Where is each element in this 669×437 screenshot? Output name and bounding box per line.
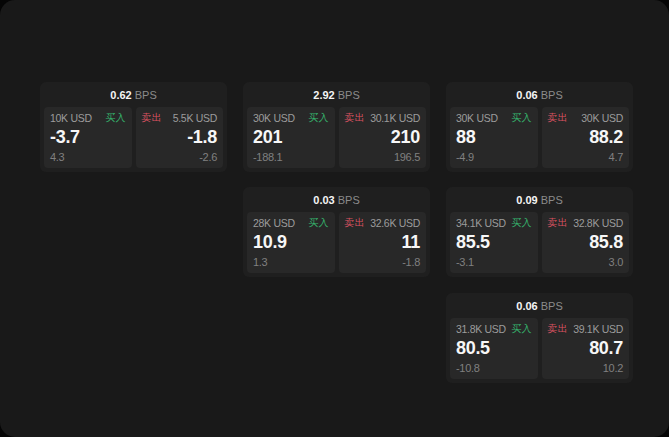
sell-action-label: 卖出 <box>548 112 568 124</box>
sell-size-label: 32.6K USD <box>370 217 420 229</box>
sell-delta: 10.2 <box>548 362 624 374</box>
sell-delta: 196.5 <box>345 151 421 163</box>
buy-panel[interactable]: 34.1K USD 买入 85.5 -3.1 <box>450 212 538 273</box>
app-background: 0.62 BPS 10K USD 买入 -3.7 4.3 卖出 5.5K USD… <box>0 0 669 437</box>
buy-panel[interactable]: 10K USD 买入 -3.7 4.3 <box>44 107 132 168</box>
sell-size-label: 30.1K USD <box>370 112 420 124</box>
sell-panel[interactable]: 卖出 30.1K USD 210 196.5 <box>339 107 427 168</box>
buy-size-label: 28K USD <box>253 217 295 229</box>
bps-unit-label: BPS <box>338 89 360 101</box>
buy-action-label: 买入 <box>512 217 532 229</box>
sell-size-label: 30K USD <box>581 112 623 124</box>
quote-panels: 28K USD 买入 10.9 1.3 卖出 32.6K USD 11 -1.8 <box>247 212 426 273</box>
sell-delta: 3.0 <box>548 256 624 268</box>
bps-unit-label: BPS <box>541 194 563 206</box>
buy-action-label: 买入 <box>512 112 532 124</box>
sell-panel[interactable]: 卖出 30K USD 88.2 4.7 <box>542 107 630 168</box>
buy-panel[interactable]: 31.8K USD 买入 80.5 -10.8 <box>450 318 538 379</box>
card-header: 0.09 BPS <box>446 187 633 212</box>
quote-card: 0.06 BPS 31.8K USD 买入 80.5 -10.8 卖出 39.1… <box>446 293 633 383</box>
buy-panel[interactable]: 28K USD 买入 10.9 1.3 <box>247 212 335 273</box>
sell-size-label: 5.5K USD <box>173 112 217 124</box>
sell-panel[interactable]: 卖出 32.8K USD 85.8 3.0 <box>542 212 630 273</box>
bps-value: 0.09 <box>516 194 537 206</box>
bps-value: 0.62 <box>110 89 131 101</box>
sell-panel[interactable]: 卖出 32.6K USD 11 -1.8 <box>339 212 427 273</box>
sell-delta: -1.8 <box>345 256 421 268</box>
buy-delta: -188.1 <box>253 151 329 163</box>
buy-delta: 4.3 <box>50 151 126 163</box>
buy-size-label: 30K USD <box>253 112 295 124</box>
buy-size-label: 30K USD <box>456 112 498 124</box>
buy-size-label: 34.1K USD <box>456 217 506 229</box>
buy-action-label: 买入 <box>309 217 329 229</box>
sell-action-label: 卖出 <box>548 323 568 335</box>
buy-price: 201 <box>253 128 329 146</box>
sell-price: 11 <box>345 233 421 251</box>
buy-size-label: 10K USD <box>50 112 92 124</box>
bps-value: 2.92 <box>313 89 334 101</box>
sell-panel[interactable]: 卖出 39.1K USD 80.7 10.2 <box>542 318 630 379</box>
buy-price: -3.7 <box>50 128 126 146</box>
buy-price: 10.9 <box>253 233 329 251</box>
bps-unit-label: BPS <box>541 300 563 312</box>
card-header: 0.06 BPS <box>446 293 633 318</box>
sell-price: 80.7 <box>548 339 624 357</box>
sell-action-label: 卖出 <box>345 217 365 229</box>
sell-price: 210 <box>345 128 421 146</box>
quote-card: 2.92 BPS 30K USD 买入 201 -188.1 卖出 30.1K … <box>243 82 430 172</box>
buy-action-label: 买入 <box>106 112 126 124</box>
bps-value: 0.06 <box>516 300 537 312</box>
quote-card: 0.09 BPS 34.1K USD 买入 85.5 -3.1 卖出 32.8K… <box>446 187 633 277</box>
quote-card: 0.62 BPS 10K USD 买入 -3.7 4.3 卖出 5.5K USD… <box>40 82 227 172</box>
bps-value: 0.03 <box>313 194 334 206</box>
bps-value: 0.06 <box>516 89 537 101</box>
sell-panel[interactable]: 卖出 5.5K USD -1.8 -2.6 <box>136 107 224 168</box>
sell-action-label: 卖出 <box>345 112 365 124</box>
card-header: 0.03 BPS <box>243 187 430 212</box>
sell-action-label: 卖出 <box>142 112 162 124</box>
buy-panel[interactable]: 30K USD 买入 88 -4.9 <box>450 107 538 168</box>
quote-card: 0.03 BPS 28K USD 买入 10.9 1.3 卖出 32.6K US… <box>243 187 430 277</box>
sell-price: 88.2 <box>548 128 624 146</box>
card-header: 0.62 BPS <box>40 82 227 107</box>
sell-delta: 4.7 <box>548 151 624 163</box>
quote-panels: 30K USD 买入 88 -4.9 卖出 30K USD 88.2 4.7 <box>450 107 629 168</box>
quote-panels: 31.8K USD 买入 80.5 -10.8 卖出 39.1K USD 80.… <box>450 318 629 379</box>
sell-action-label: 卖出 <box>548 217 568 229</box>
quote-panels: 34.1K USD 买入 85.5 -3.1 卖出 32.8K USD 85.8… <box>450 212 629 273</box>
buy-price: 80.5 <box>456 339 532 357</box>
sell-delta: -2.6 <box>142 151 218 163</box>
quote-panels: 30K USD 买入 201 -188.1 卖出 30.1K USD 210 1… <box>247 107 426 168</box>
sell-size-label: 32.8K USD <box>573 217 623 229</box>
buy-action-label: 买入 <box>512 323 532 335</box>
buy-price: 88 <box>456 128 532 146</box>
buy-size-label: 31.8K USD <box>456 323 506 335</box>
card-header: 2.92 BPS <box>243 82 430 107</box>
buy-delta: -4.9 <box>456 151 532 163</box>
quote-panels: 10K USD 买入 -3.7 4.3 卖出 5.5K USD -1.8 -2.… <box>44 107 223 168</box>
sell-size-label: 39.1K USD <box>573 323 623 335</box>
buy-price: 85.5 <box>456 233 532 251</box>
quote-card: 0.06 BPS 30K USD 买入 88 -4.9 卖出 30K USD 8… <box>446 82 633 172</box>
card-header: 0.06 BPS <box>446 82 633 107</box>
buy-delta: -10.8 <box>456 362 532 374</box>
bps-unit-label: BPS <box>541 89 563 101</box>
buy-panel[interactable]: 30K USD 买入 201 -188.1 <box>247 107 335 168</box>
bps-unit-label: BPS <box>135 89 157 101</box>
buy-action-label: 买入 <box>309 112 329 124</box>
buy-delta: 1.3 <box>253 256 329 268</box>
sell-price: 85.8 <box>548 233 624 251</box>
bps-unit-label: BPS <box>338 194 360 206</box>
buy-delta: -3.1 <box>456 256 532 268</box>
sell-price: -1.8 <box>142 128 218 146</box>
